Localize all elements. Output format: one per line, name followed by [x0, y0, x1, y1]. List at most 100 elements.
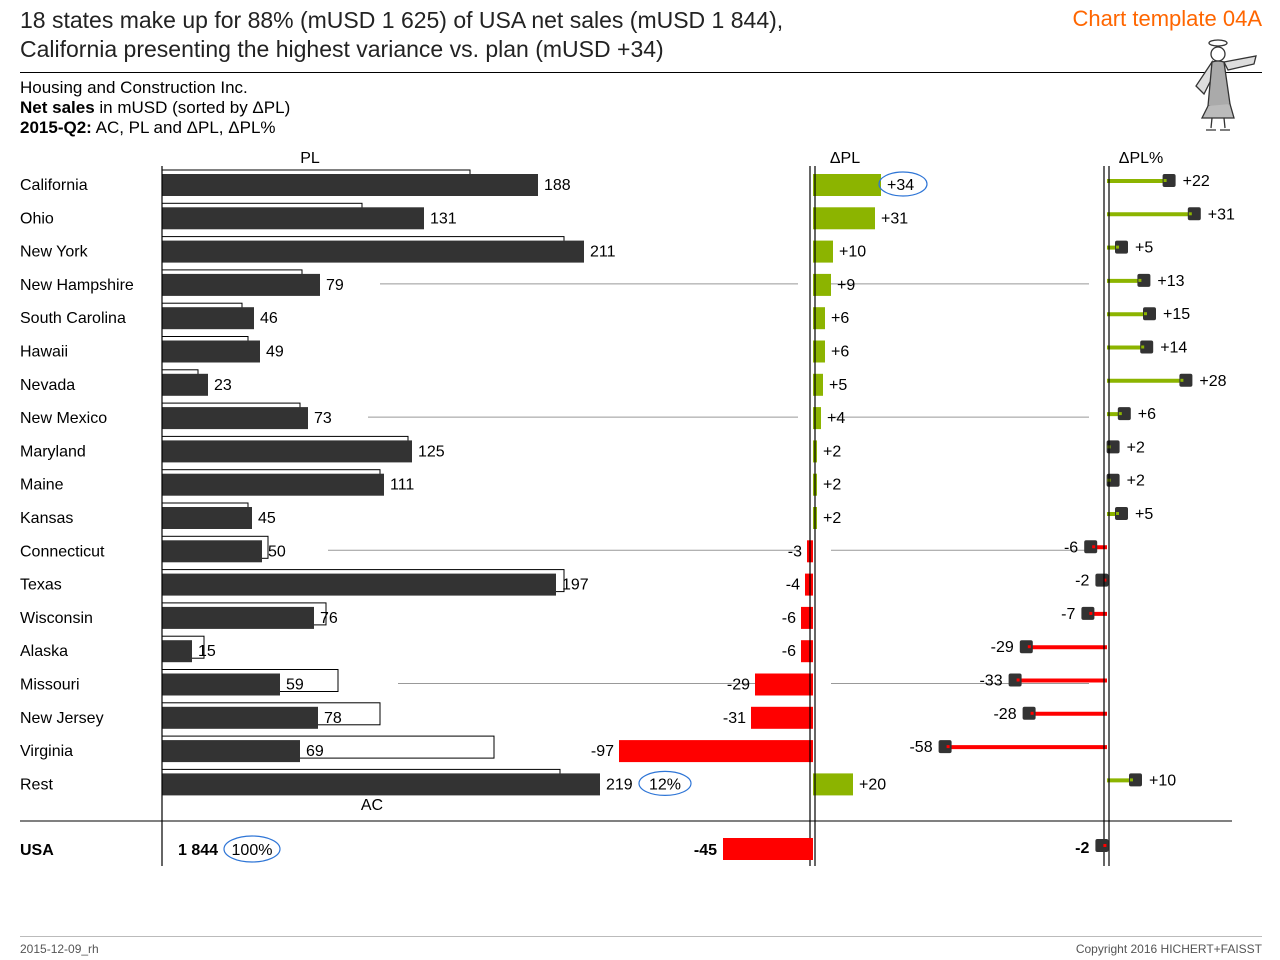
delta-pl-header: ΔPL [830, 150, 860, 167]
highlight-ellipse [638, 770, 692, 797]
footer-copyright: Copyright 2016 HICHERT+FAISST [1075, 942, 1262, 956]
delta-pct-label: +15 [1163, 306, 1190, 323]
ac-bar [162, 273, 320, 296]
ac-value-label: 125 [418, 443, 445, 460]
delta-pl-label: +9 [837, 277, 855, 294]
delta-pl-label: -29 [727, 677, 750, 694]
delta-pct-label: +5 [1135, 506, 1153, 523]
ac-bar [162, 174, 538, 196]
delta-pl-bar [801, 640, 813, 663]
delta-pct-label: -7 [1061, 606, 1075, 623]
delta-pct-label: +2 [1127, 473, 1145, 490]
ac-bar [162, 640, 192, 663]
ac-bar [162, 373, 208, 396]
delta-pct-label: +31 [1208, 206, 1235, 223]
ac-value-label: 15 [198, 643, 216, 660]
delta-pct-marker-tip [1092, 545, 1096, 549]
category-label: Virginia [20, 743, 73, 760]
category-label: New York [20, 244, 89, 261]
delta-pct-marker [1117, 407, 1131, 421]
total-delta-pl-label: -45 [694, 842, 717, 859]
delta-pl-label: -4 [786, 577, 800, 594]
delta-pl-bar [805, 573, 813, 596]
delta-pct-marker-tip [1130, 778, 1133, 782]
delta-pl-bar [619, 740, 813, 763]
rest-share-label: 12% [649, 776, 681, 793]
ac-bar [162, 740, 300, 763]
delta-pct-header: ΔPL% [1119, 150, 1163, 167]
category-label: Rest [20, 776, 53, 793]
delta-pct-marker-tip [1138, 278, 1142, 282]
chart-subtitle: Housing and Construction Inc. Net sales … [20, 78, 290, 138]
category-label: Ohio [20, 210, 54, 227]
ac-value-label: 23 [214, 377, 232, 394]
category-label: Wisconsin [20, 610, 93, 627]
footer-date: 2015-12-09_rh [20, 942, 99, 956]
delta-pct-marker [1115, 240, 1128, 254]
category-label: Nevada [20, 377, 75, 394]
ac-bar [162, 340, 260, 363]
delta-pl-label: -31 [723, 710, 746, 727]
delta-pct-label: +2 [1127, 439, 1145, 456]
ac-value-label: 111 [390, 477, 414, 494]
delta-pct-label: +14 [1160, 340, 1187, 357]
footer-rule [20, 936, 1262, 937]
delta-pl-bar [813, 207, 875, 230]
pl-header: PL [300, 150, 320, 167]
category-label: Alaska [20, 643, 68, 660]
ac-bar [162, 606, 314, 629]
ac-value-label: 78 [324, 710, 342, 727]
net-sales-chart: PL AC ΔPL ΔPL% California 188 +34 +22 Ohio 131 +31… [20, 39, 1257, 866]
delta-pct-marker [1106, 440, 1120, 454]
ac-value-label: 79 [326, 277, 344, 294]
delta-pl-label: -6 [782, 610, 796, 627]
delta-pct-marker [1187, 207, 1201, 221]
delta-pct-marker [1143, 307, 1156, 321]
ac-value-label: 69 [306, 743, 324, 760]
delta-pl-bar [755, 673, 813, 696]
delta-pct-label: -33 [979, 673, 1002, 690]
delta-pl-bar [813, 340, 825, 363]
title-line-2: California presenting the highest varian… [20, 36, 664, 62]
ac-value-label: 76 [320, 610, 338, 627]
delta-pl-bar [751, 706, 813, 729]
delta-pl-bar [813, 174, 881, 196]
delta-pct-marker-tip [1141, 345, 1145, 349]
period-line: 2015-Q2: AC, PL and ΔPL, ΔPL% [20, 118, 290, 138]
delta-pct-marker-tip [1144, 312, 1147, 316]
delta-pl-label: +10 [839, 244, 866, 261]
delta-pct-label: -6 [1064, 539, 1078, 556]
delta-pct-marker-tip [1180, 378, 1184, 382]
category-label: Hawaii [20, 344, 68, 361]
ac-value-label: 211 [590, 244, 616, 261]
angel-logo [1195, 39, 1257, 131]
ac-bar [162, 307, 254, 330]
ac-value-label: 46 [260, 310, 278, 327]
delta-pct-label: +13 [1157, 273, 1184, 290]
category-label: New Jersey [20, 710, 104, 727]
category-label: Missouri [20, 677, 80, 694]
ac-value-label: 50 [268, 543, 286, 560]
delta-pct-marker-tip [1116, 512, 1119, 515]
template-tag: Chart template 04A [1072, 6, 1262, 31]
delta-pct-marker-tip [1027, 645, 1031, 649]
highlight-ellipse [223, 835, 281, 863]
ac-bar [162, 673, 280, 696]
delta-pl-label: -97 [591, 743, 614, 760]
delta-pct-marker [1081, 606, 1095, 620]
category-label: South Carolina [20, 310, 126, 327]
delta-pl-label: +31 [881, 210, 908, 227]
delta-pl-label: -6 [782, 643, 796, 660]
company-name: Housing and Construction Inc. [20, 78, 248, 97]
ac-bar [162, 440, 412, 463]
delta-pct-marker-tip [1089, 611, 1093, 615]
delta-pct-marker-tip [946, 745, 950, 749]
delta-pct-marker [1140, 340, 1154, 354]
measure-line: Net sales in mUSD (sorted by ΔPL) [20, 98, 290, 118]
ac-value-label: 219 [606, 776, 633, 793]
delta-pl-label: +5 [829, 377, 847, 394]
delta-pl-bar [813, 307, 825, 330]
category-label: Texas [20, 577, 62, 594]
total-delta-pl-bar [723, 838, 813, 860]
category-label: California [20, 177, 88, 194]
